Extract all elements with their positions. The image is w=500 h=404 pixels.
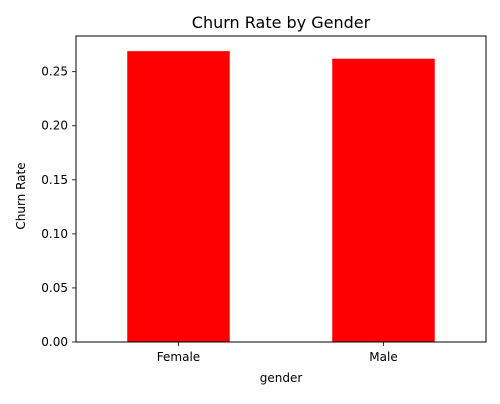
y-tick-label: 0.20 (41, 119, 68, 133)
y-tick-label: 0.15 (41, 173, 68, 187)
axes-frame (75, 35, 487, 343)
bar-male (332, 58, 435, 342)
x-axis-label: gender (260, 371, 303, 385)
chart-title: Churn Rate by Gender (192, 13, 371, 32)
y-tick-label: 0.25 (41, 65, 68, 79)
y-tick-label: 0.00 (41, 335, 68, 349)
y-axis-label: Churn Rate (14, 162, 28, 229)
bar-female (127, 51, 230, 342)
x-tick-label: Male (369, 350, 397, 364)
x-tick-label: Female (157, 350, 200, 364)
y-tick-label: 0.05 (41, 281, 68, 295)
y-tick-label: 0.10 (41, 227, 68, 241)
plot-area: Female Male 0.00 0.05 0.10 0.15 0.20 0.25 (41, 35, 487, 364)
